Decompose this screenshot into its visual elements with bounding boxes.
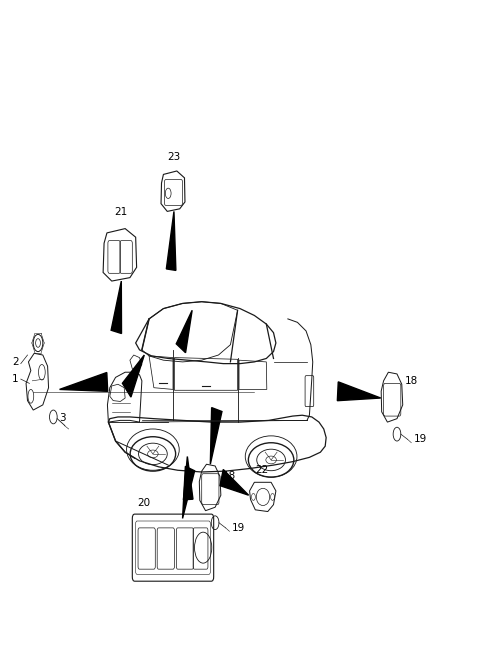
Polygon shape [210, 407, 222, 464]
Polygon shape [182, 466, 194, 518]
Polygon shape [220, 470, 249, 495]
Polygon shape [337, 382, 381, 401]
Text: 18: 18 [405, 376, 418, 386]
Text: 22: 22 [255, 466, 268, 476]
Text: 19: 19 [414, 434, 427, 444]
Text: 19: 19 [232, 523, 245, 533]
Polygon shape [111, 281, 121, 333]
Text: 2: 2 [12, 357, 19, 367]
Polygon shape [60, 373, 108, 391]
Text: 23: 23 [168, 151, 180, 162]
Text: 1: 1 [12, 374, 19, 384]
Polygon shape [176, 310, 192, 352]
Polygon shape [167, 212, 176, 271]
Polygon shape [122, 355, 144, 397]
Polygon shape [183, 457, 193, 500]
Text: 21: 21 [115, 208, 128, 217]
Text: 3: 3 [60, 413, 66, 422]
Text: 20: 20 [137, 498, 150, 508]
Text: 18: 18 [223, 472, 236, 481]
